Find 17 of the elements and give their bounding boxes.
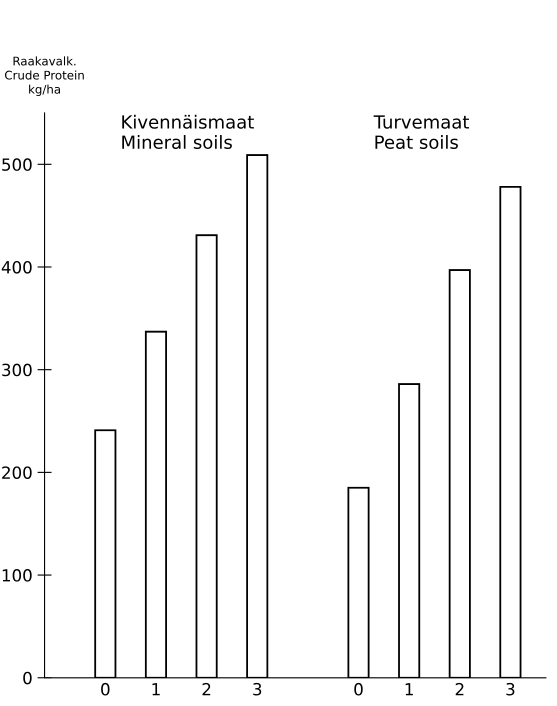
- x-tick-label: 3: [506, 682, 514, 696]
- x-tick-label: 1: [406, 683, 413, 696]
- annotation: Turvemaat Peat soils: [374, 115, 470, 149]
- y-tick-label: 500: [2, 158, 32, 171]
- x-tick-label: 3: [253, 682, 262, 696]
- x-tick-label: 2: [456, 682, 464, 696]
- x-tick-label: 2: [202, 682, 210, 696]
- y-tick-label: 200: [2, 466, 32, 479]
- y-axis-title: Raakavalk. Crude Protein kg/ha: [4, 56, 84, 96]
- y-tick-label: 300: [2, 364, 32, 376]
- y-tick-label: 400: [2, 260, 32, 274]
- x-tick-label: 0: [101, 682, 110, 696]
- y-tick-label: 100: [2, 569, 32, 582]
- annotation: Kivennäismaat Mineral soils: [122, 114, 254, 149]
- x-tick-label: 1: [152, 683, 160, 696]
- x-tick-label: 0: [354, 682, 363, 696]
- y-tick-label: 0: [23, 672, 32, 684]
